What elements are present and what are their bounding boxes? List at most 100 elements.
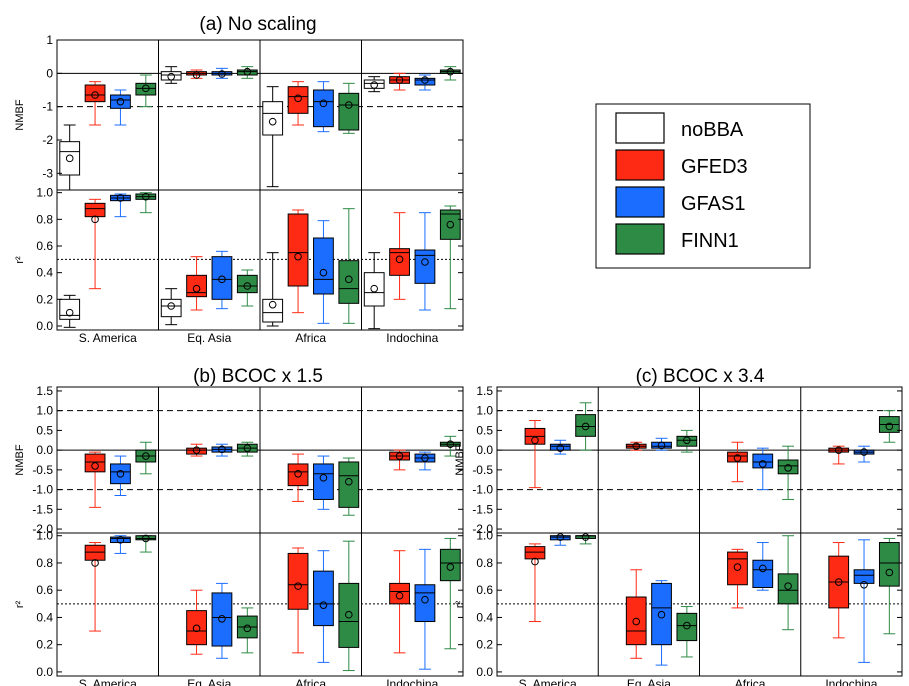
box-GFAS1-Africa	[752, 447, 774, 491]
box-GFAS1-Africa	[313, 550, 334, 663]
mean-marker	[218, 615, 226, 623]
legend-label-FINN1: FINN1	[681, 230, 739, 252]
y-axis-label: r²	[454, 601, 466, 609]
y-axis-label: NMBF	[14, 444, 26, 475]
box-iqr	[313, 570, 334, 627]
y-tick-label: -1.5	[32, 502, 53, 516]
x-category-label: Africa	[295, 331, 326, 345]
mean-marker	[632, 442, 641, 450]
y-tick-label: 0.0	[36, 319, 53, 333]
x-category-label: S. America	[519, 677, 577, 686]
y-tick-label: 0.8	[36, 212, 53, 226]
box-iqr	[211, 592, 233, 647]
y-tick-label: 0.6	[476, 583, 493, 597]
box-GFED3-SAmerica	[524, 543, 546, 623]
box-GFED3-Africa	[287, 81, 309, 126]
box-iqr	[524, 546, 546, 560]
mean-marker	[243, 444, 252, 452]
legend: noBBA GFED3 GFAS1 FINN1	[595, 103, 811, 269]
mean-marker	[885, 422, 894, 431]
y-tick-label: 0.6	[36, 239, 53, 253]
mean-marker	[142, 192, 150, 201]
box-GFED3-Indochina	[828, 445, 850, 465]
y-tick-label: -2	[42, 133, 53, 147]
box-GFED3-Africa	[727, 441, 748, 483]
panel-4: 1.5 1.0 0.5 0.0 -0.5 -1.0 -1.5 -2.0 NMBF	[454, 384, 903, 536]
y-tick-label: -1.5	[472, 502, 493, 516]
box-iqr	[338, 92, 360, 131]
mean-marker	[192, 284, 201, 293]
mean-marker	[370, 284, 378, 293]
mean-marker	[294, 470, 302, 478]
mean-marker	[345, 477, 353, 486]
y-tick-label: 0.2	[36, 638, 53, 652]
mean-marker	[91, 462, 99, 470]
mean-marker	[733, 454, 742, 462]
mean-marker	[192, 624, 201, 633]
mean-marker	[218, 70, 226, 78]
box-GFAS1-EqAsia	[211, 67, 233, 79]
mean-marker	[446, 220, 455, 229]
box-FINN1-SAmerica	[135, 441, 157, 475]
box-iqr	[110, 536, 131, 544]
box-GFAS1-SAmerica	[110, 455, 131, 497]
mean-marker	[268, 117, 277, 126]
y-tick-label: 1.5	[476, 384, 493, 398]
box-FINN1-SAmerica	[135, 192, 157, 214]
mean-marker	[446, 67, 455, 76]
mean-marker	[167, 72, 175, 81]
box-GFAS1-SAmerica	[110, 193, 131, 218]
box-iqr	[777, 573, 799, 605]
legend-label-GFAS1: GFAS1	[681, 193, 745, 215]
panel-2: 1.5 1.0 0.5 0.0 -0.5 -1.0 -1.5 -2.0 NMBF	[14, 384, 464, 536]
panel-b-title: (b) BCOC x 1.5	[193, 366, 323, 387]
box-GFED3-SAmerica	[84, 81, 106, 126]
box-FINN1-Africa	[338, 208, 360, 324]
y-tick-label: 0	[46, 66, 53, 80]
panel-5: 1.0 0.8 0.6 0.4 0.2 0.0 r² S. America Eq. Asia Af…	[454, 529, 903, 686]
box-GFAS1-Indochina	[414, 548, 436, 670]
mean-marker	[192, 71, 201, 79]
y-tick-label: 0.5	[476, 423, 493, 437]
mean-marker	[243, 282, 252, 290]
box-FINN1-EqAsia	[676, 606, 698, 658]
box-GFAS1-EqAsia	[651, 437, 672, 451]
box-iqr	[414, 77, 436, 86]
mean-marker	[446, 563, 455, 571]
mean-marker	[345, 275, 353, 284]
legend-label-GFED3: GFED3	[681, 156, 748, 178]
box-iqr	[878, 542, 900, 587]
box-iqr	[160, 298, 182, 318]
box-GFAS1-Indochina	[853, 539, 875, 663]
mean-marker	[581, 533, 590, 541]
box-iqr	[236, 69, 258, 76]
mean-marker	[218, 275, 226, 284]
mean-marker	[218, 445, 226, 454]
x-category-label: Indochina	[386, 331, 438, 345]
mean-marker	[65, 308, 74, 317]
box-noBBA-SAmerica	[59, 294, 81, 328]
box-FINN1-Africa	[338, 457, 360, 516]
plot-frame	[496, 532, 903, 677]
mean-marker	[65, 154, 74, 163]
box-iqr	[287, 213, 309, 287]
box-FINN1-Indochina	[878, 537, 900, 635]
y-tick-label: 0.5	[36, 423, 53, 437]
box-GFAS1-Africa	[752, 542, 774, 591]
y-tick-label: 1.0	[476, 529, 493, 543]
x-category-label: Eq. Asia	[187, 331, 231, 345]
box-FINN1-EqAsia	[676, 429, 698, 453]
mean-marker	[556, 533, 565, 541]
mean-marker	[268, 300, 277, 309]
plot-group: 1 0 -1 -2 -3 NMBF 1.0 0.8 0.6 0.4 0.2 0.0 r² S. Ameri…	[14, 33, 903, 686]
mean-marker	[142, 84, 150, 93]
x-category-label: Indochina	[825, 677, 877, 686]
mean-marker	[632, 617, 641, 626]
panel-0: 1 0 -1 -2 -3 NMBF	[14, 33, 464, 191]
mean-marker	[116, 470, 125, 478]
box-iqr	[414, 249, 436, 284]
x-category-label: Eq. Asia	[627, 677, 671, 686]
box-iqr	[625, 596, 647, 646]
box-GFED3-Africa	[287, 209, 309, 314]
